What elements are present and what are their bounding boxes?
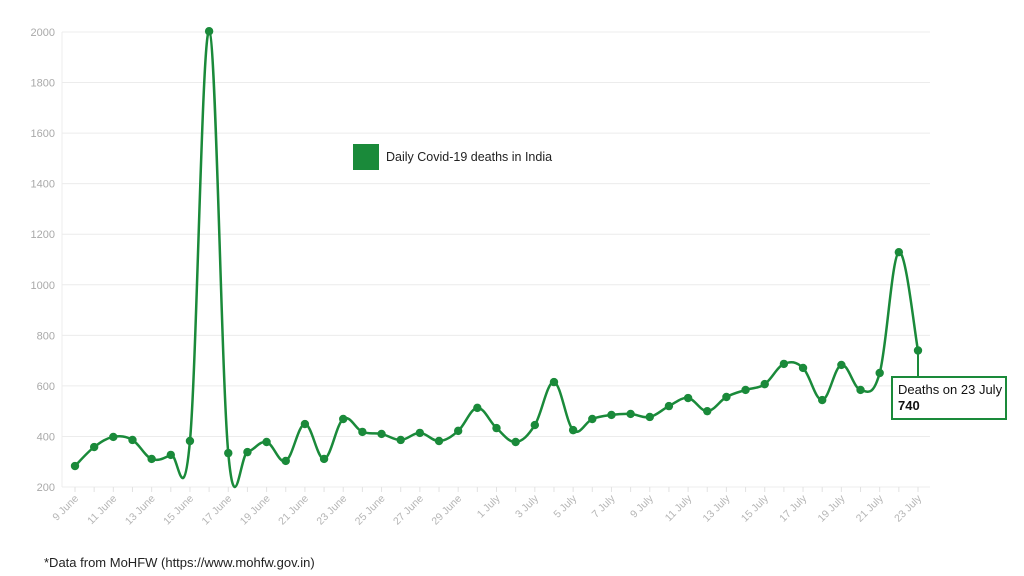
data-point[interactable] [396,435,405,445]
data-point[interactable] [147,454,156,464]
y-axis: 200 400 600 800 1000 1200 1400 1600 1800 2000 [31,27,55,494]
gridlines [61,31,930,488]
x-tick-label: 11 June [85,493,119,527]
tooltip-value: 740 [898,398,920,413]
data-point[interactable] [89,442,99,452]
x-tick-label: 17 June [199,493,234,528]
x-tick-label: 25 June [353,493,388,528]
data-point[interactable] [185,436,195,446]
y-tick-label: 1000 [31,280,55,292]
data-point[interactable] [856,385,865,395]
legend[interactable]: Daily Covid-19 deaths in India [353,144,552,170]
data-point[interactable] [473,403,482,413]
source-footnote: *Data from MoHFW (https://www.mohfw.gov.… [44,555,315,570]
data-point[interactable] [319,454,329,464]
data-points[interactable] [70,27,923,471]
data-point[interactable] [722,392,731,402]
data-point[interactable] [109,432,118,442]
y-tick-label: 1800 [31,78,55,90]
data-point[interactable] [779,359,789,369]
x-tick-label: 1 July [475,492,503,520]
data-point[interactable] [511,437,520,447]
x-axis: 9 June 11 June 13 June 15 June 17 June 19 Jun… [50,487,925,528]
y-tick-label: 800 [37,330,55,342]
y-tick-label: 600 [37,381,55,393]
data-point[interactable] [243,447,252,457]
x-tick-label: 23 June [314,493,349,528]
x-tick-label: 7 July [590,492,618,520]
data-point[interactable] [913,346,923,355]
data-point[interactable] [377,429,386,439]
x-tick-label: 19 July [815,492,848,525]
tooltip-title: Deaths on 23 July [898,382,1003,397]
y-tick-label: 1200 [31,229,55,241]
data-point[interactable] [798,363,808,373]
data-point[interactable] [300,419,310,429]
x-tick-label: 9 July [628,492,656,520]
data-point[interactable] [530,420,540,430]
data-point[interactable] [703,406,712,416]
data-point[interactable] [607,410,616,420]
x-tick-label: 17 July [777,492,810,525]
data-point[interactable] [568,425,578,435]
x-tick-label: 19 June [238,493,273,528]
x-tick-label: 9 June [50,493,81,524]
tooltip: Deaths on 23 July 740 [891,376,1007,420]
data-point[interactable] [224,448,233,458]
x-tick-label: 21 June [276,493,311,528]
x-tick-label: 5 July [551,492,579,520]
data-point[interactable] [664,401,674,411]
data-point[interactable] [415,428,425,438]
y-tick-label: 200 [37,482,55,494]
data-point[interactable] [434,436,444,446]
y-tick-label: 1400 [31,179,55,191]
data-point[interactable] [453,426,463,436]
data-point[interactable] [549,377,559,387]
deaths-line [74,29,920,489]
data-point[interactable] [70,461,80,471]
data-point[interactable] [204,27,214,36]
data-point[interactable] [875,368,884,378]
legend-swatch [353,144,379,170]
data-point[interactable] [166,450,175,460]
data-point[interactable] [894,247,904,257]
data-point[interactable] [492,423,501,433]
x-tick-label: 3 July [513,492,541,520]
data-point[interactable] [818,395,827,405]
data-point[interactable] [626,409,635,419]
data-point[interactable] [741,385,750,395]
x-tick-label: 15 June [161,493,196,528]
data-point[interactable] [837,360,846,370]
x-tick-label: 11 July [663,492,695,524]
x-tick-label: 13 June [123,493,158,528]
x-tick-label: 15 July [739,492,772,525]
data-point[interactable] [645,412,654,422]
data-point[interactable] [760,379,769,389]
x-tick-label: 29 June [429,493,464,528]
y-tick-label: 1600 [31,128,55,140]
data-point[interactable] [128,435,137,445]
legend-label: Daily Covid-19 deaths in India [386,150,553,164]
x-tick-label: 13 July [701,492,734,525]
data-point[interactable] [358,427,367,437]
y-tick-label: 2000 [31,27,55,39]
data-point[interactable] [339,414,348,424]
data-point[interactable] [683,393,693,403]
data-point[interactable] [262,437,271,447]
x-tick-label: 27 June [391,493,426,528]
x-tick-label: 23 July [892,492,925,525]
data-point[interactable] [588,414,597,424]
x-tick-label: 21 July [854,492,887,525]
y-tick-label: 400 [37,431,55,443]
data-point[interactable] [281,456,290,466]
